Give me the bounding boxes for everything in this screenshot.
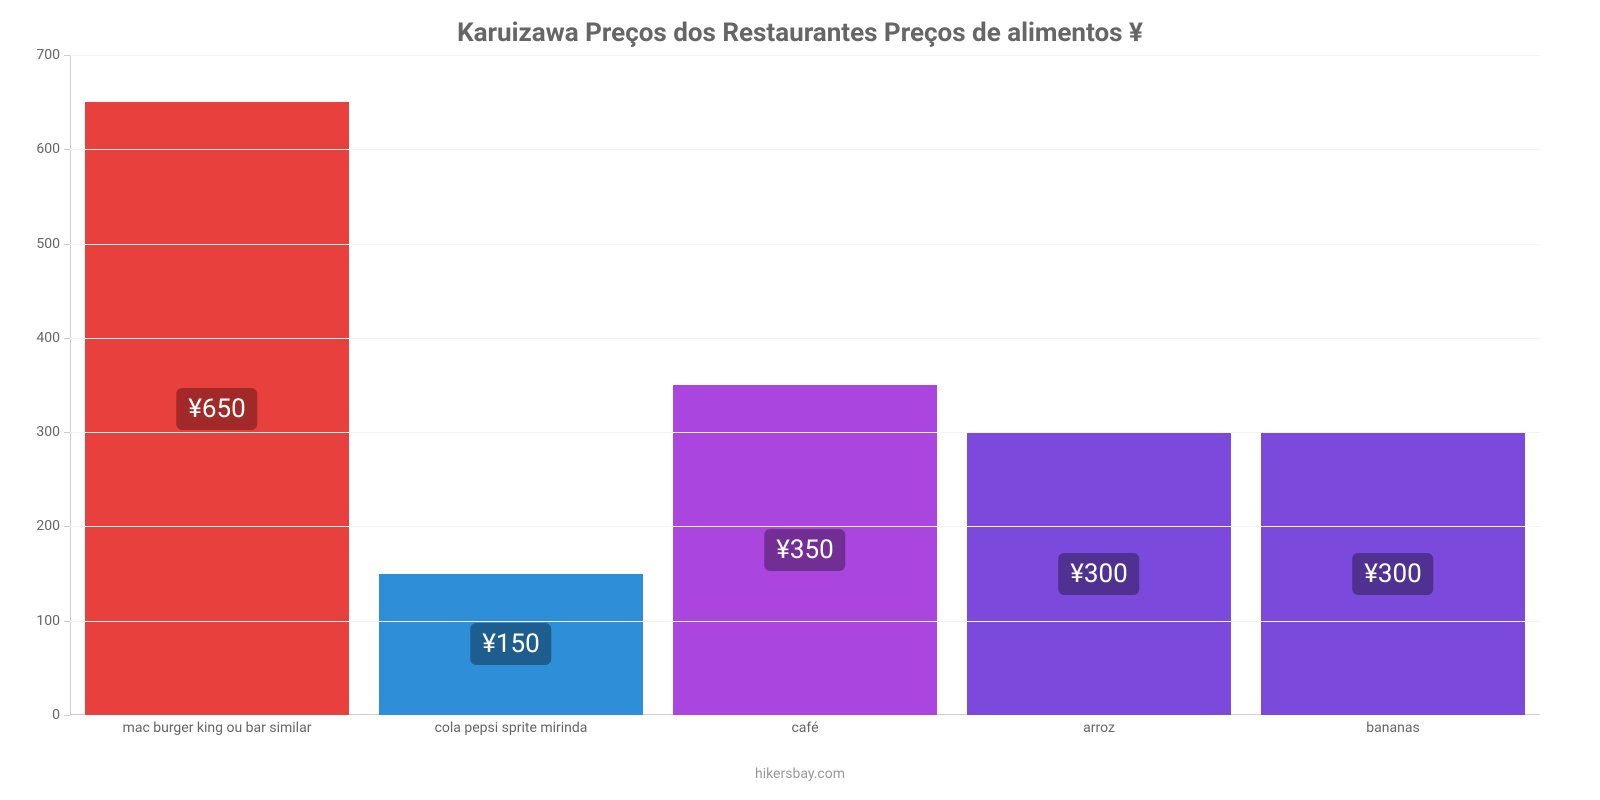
bar-slot: ¥650 bbox=[70, 55, 364, 715]
bar-slot: ¥300 bbox=[1246, 55, 1540, 715]
attribution-text: hikersbay.com bbox=[0, 766, 1600, 782]
x-axis-label: café bbox=[791, 720, 818, 736]
y-tick-mark bbox=[64, 432, 70, 433]
bar: ¥150 bbox=[379, 574, 644, 715]
bar: ¥300 bbox=[1261, 432, 1526, 715]
y-tick-label: 400 bbox=[10, 330, 60, 346]
value-badge: ¥350 bbox=[764, 529, 846, 571]
value-badge: ¥300 bbox=[1058, 553, 1140, 595]
y-tick-mark bbox=[64, 338, 70, 339]
y-tick-label: 500 bbox=[10, 236, 60, 252]
plot-area: ¥650¥150¥350¥300¥300 0100200300400500600… bbox=[70, 55, 1540, 715]
gridline bbox=[70, 432, 1540, 433]
value-badge: ¥650 bbox=[176, 388, 258, 430]
y-tick-label: 0 bbox=[10, 707, 60, 723]
value-badge: ¥150 bbox=[470, 623, 552, 665]
x-axis-label: mac burger king ou bar similar bbox=[123, 720, 312, 736]
bar-slot: ¥150 bbox=[364, 55, 658, 715]
gridline bbox=[70, 621, 1540, 622]
x-axis-label: arroz bbox=[1083, 720, 1115, 736]
gridline bbox=[70, 149, 1540, 150]
x-axis-label: cola pepsi sprite mirinda bbox=[435, 720, 588, 736]
y-tick-label: 100 bbox=[10, 613, 60, 629]
y-tick-label: 700 bbox=[10, 47, 60, 63]
value-badge: ¥300 bbox=[1352, 553, 1434, 595]
chart-container: Karuizawa Preços dos Restaurantes Preços… bbox=[0, 0, 1600, 800]
y-tick-mark bbox=[64, 715, 70, 716]
bar: ¥350 bbox=[673, 385, 938, 715]
bar-slot: ¥300 bbox=[952, 55, 1246, 715]
bar-slot: ¥350 bbox=[658, 55, 952, 715]
gridline bbox=[70, 338, 1540, 339]
y-tick-mark bbox=[64, 149, 70, 150]
chart-title: Karuizawa Preços dos Restaurantes Preços… bbox=[0, 18, 1600, 48]
y-tick-label: 200 bbox=[10, 518, 60, 534]
y-tick-label: 300 bbox=[10, 424, 60, 440]
bar: ¥300 bbox=[967, 432, 1232, 715]
bars-row: ¥650 ¥150 ¥350 ¥300 ¥300 bbox=[70, 55, 1540, 715]
gridline bbox=[70, 55, 1540, 56]
y-tick-mark bbox=[64, 55, 70, 56]
gridline bbox=[70, 244, 1540, 245]
y-tick-mark bbox=[64, 526, 70, 527]
y-tick-label: 600 bbox=[10, 141, 60, 157]
x-axis-label: bananas bbox=[1366, 720, 1419, 736]
gridline bbox=[70, 526, 1540, 527]
y-tick-mark bbox=[64, 621, 70, 622]
y-tick-mark bbox=[64, 244, 70, 245]
bar: ¥650 bbox=[85, 102, 350, 715]
